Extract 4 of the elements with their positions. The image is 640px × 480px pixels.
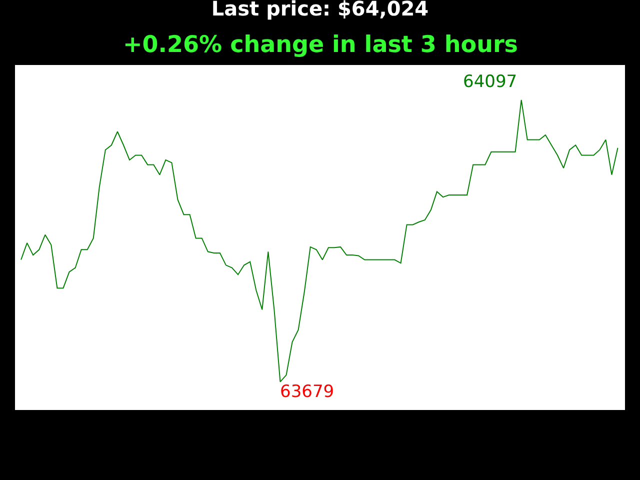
data-label: 64097: [463, 72, 518, 92]
chart-title: Last price: $64,024: [211, 0, 429, 20]
data-label: 63679: [280, 382, 334, 402]
chart-subtitle: +0.26% change in last 3 hours: [123, 32, 518, 58]
